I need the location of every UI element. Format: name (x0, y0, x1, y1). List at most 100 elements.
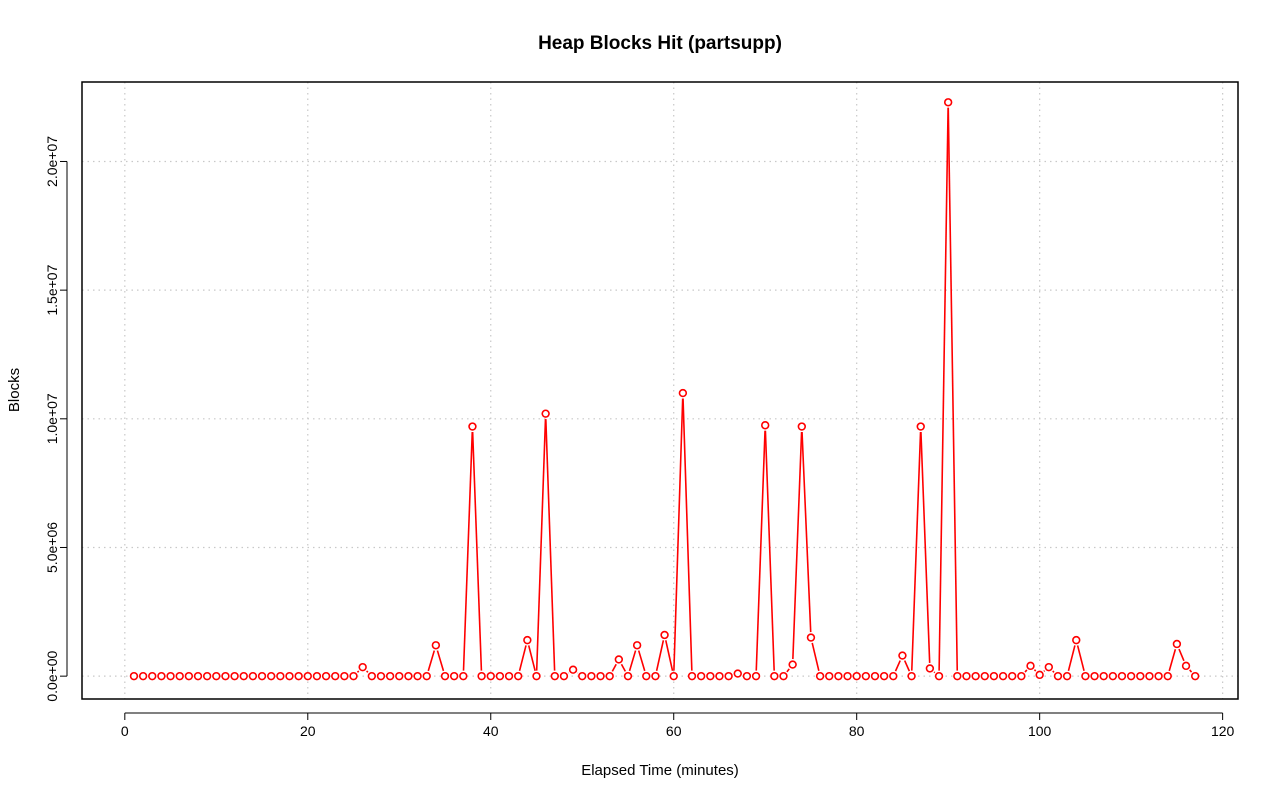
data-point (852, 671, 861, 681)
data-point (1126, 671, 1136, 681)
data-point (523, 635, 532, 645)
data-point (733, 669, 742, 678)
x-tick-label: 40 (483, 723, 499, 739)
series-layer (129, 98, 1200, 681)
data-point (230, 671, 239, 681)
series-line-segment (356, 670, 360, 673)
data-point (331, 671, 340, 681)
data-point (998, 671, 1008, 681)
data-point (385, 671, 395, 681)
grid (82, 82, 1238, 699)
data-point (980, 671, 989, 681)
data-point (1154, 671, 1163, 681)
series-line-segment (1052, 670, 1055, 673)
data-point (459, 671, 468, 681)
data-point (943, 98, 953, 107)
data-point (157, 671, 166, 681)
series-line-segment (366, 670, 369, 673)
data-point (623, 671, 633, 681)
data-point (395, 671, 404, 681)
data-point (696, 671, 706, 681)
data-point (797, 422, 807, 431)
x-tick-label: 60 (666, 723, 682, 739)
data-point (1172, 639, 1182, 649)
data-point (1099, 671, 1108, 681)
data-point (175, 671, 184, 681)
data-point (843, 671, 852, 681)
series-line-segment (471, 431, 483, 671)
data-point (687, 671, 697, 681)
data-point (724, 671, 733, 681)
data-point (166, 671, 175, 681)
ticks: 0 20 40 60 80 100 120 0.0e+00 5.0e+06 1.0e+07 1.5e… (44, 136, 1235, 739)
series-line-segment (792, 431, 803, 660)
x-tick-label: 100 (1028, 723, 1052, 739)
x-axis-label: Elapsed Time (minutes) (581, 762, 739, 779)
data-point (632, 641, 642, 650)
data-point (468, 422, 477, 431)
y-axis-label: Blocks (6, 368, 23, 412)
x-tick-label: 20 (300, 723, 316, 739)
data-point (770, 671, 779, 681)
data-point (806, 633, 816, 642)
series-line-segment (811, 642, 820, 671)
series-line-segment (436, 650, 445, 672)
data-point (1035, 670, 1044, 680)
data-point (751, 671, 761, 681)
series-line-segment (933, 671, 936, 674)
series-line-segment (628, 650, 637, 672)
data-point (257, 671, 267, 681)
y-tick-label: 2.0e+07 (44, 136, 60, 187)
data-point (312, 671, 322, 681)
data-point (678, 388, 688, 398)
data-point (1026, 661, 1035, 671)
data-point (825, 671, 834, 681)
data-point (989, 671, 999, 681)
data-point (321, 671, 331, 681)
series-line-segment (764, 430, 775, 671)
data-point (541, 409, 550, 418)
series-line-segment (527, 645, 536, 672)
data-point (404, 671, 413, 681)
data-point (1017, 671, 1026, 681)
data-point (1072, 635, 1081, 645)
data-point (349, 671, 358, 681)
data-point (184, 671, 194, 681)
data-point (916, 422, 925, 431)
data-point (715, 671, 724, 681)
series-line-segment (1043, 670, 1046, 672)
series-line-segment (786, 668, 790, 673)
data-point (660, 630, 669, 640)
data-point (1108, 671, 1118, 681)
data-point (148, 671, 157, 681)
data-point (239, 671, 248, 681)
data-point (358, 662, 367, 672)
y-tick-label: 1.5e+07 (44, 264, 60, 315)
plot-frame (81, 81, 1239, 700)
series-line-segment (545, 419, 556, 671)
data-point (340, 671, 349, 681)
series-line-segment (910, 431, 922, 671)
series-line-segment (903, 660, 911, 672)
series-line-segment (664, 640, 674, 671)
data-point (669, 671, 678, 681)
data-point (294, 671, 303, 681)
x-tick-label: 80 (849, 723, 865, 739)
series-line-segment (947, 107, 959, 671)
series-line-segment (462, 431, 474, 671)
data-point (605, 671, 614, 681)
data-point (568, 665, 578, 674)
x-tick-label: 120 (1211, 723, 1235, 739)
y-tick-label: 1.0e+07 (44, 393, 60, 444)
series-line-segment (1024, 669, 1028, 673)
data-point (513, 671, 523, 681)
series-line-segment (637, 650, 646, 672)
data-point (550, 671, 559, 681)
data-point (651, 671, 660, 681)
data-point (1008, 671, 1017, 681)
data-point (1145, 671, 1154, 681)
series-line-segment (427, 650, 436, 672)
data-point (212, 671, 221, 681)
